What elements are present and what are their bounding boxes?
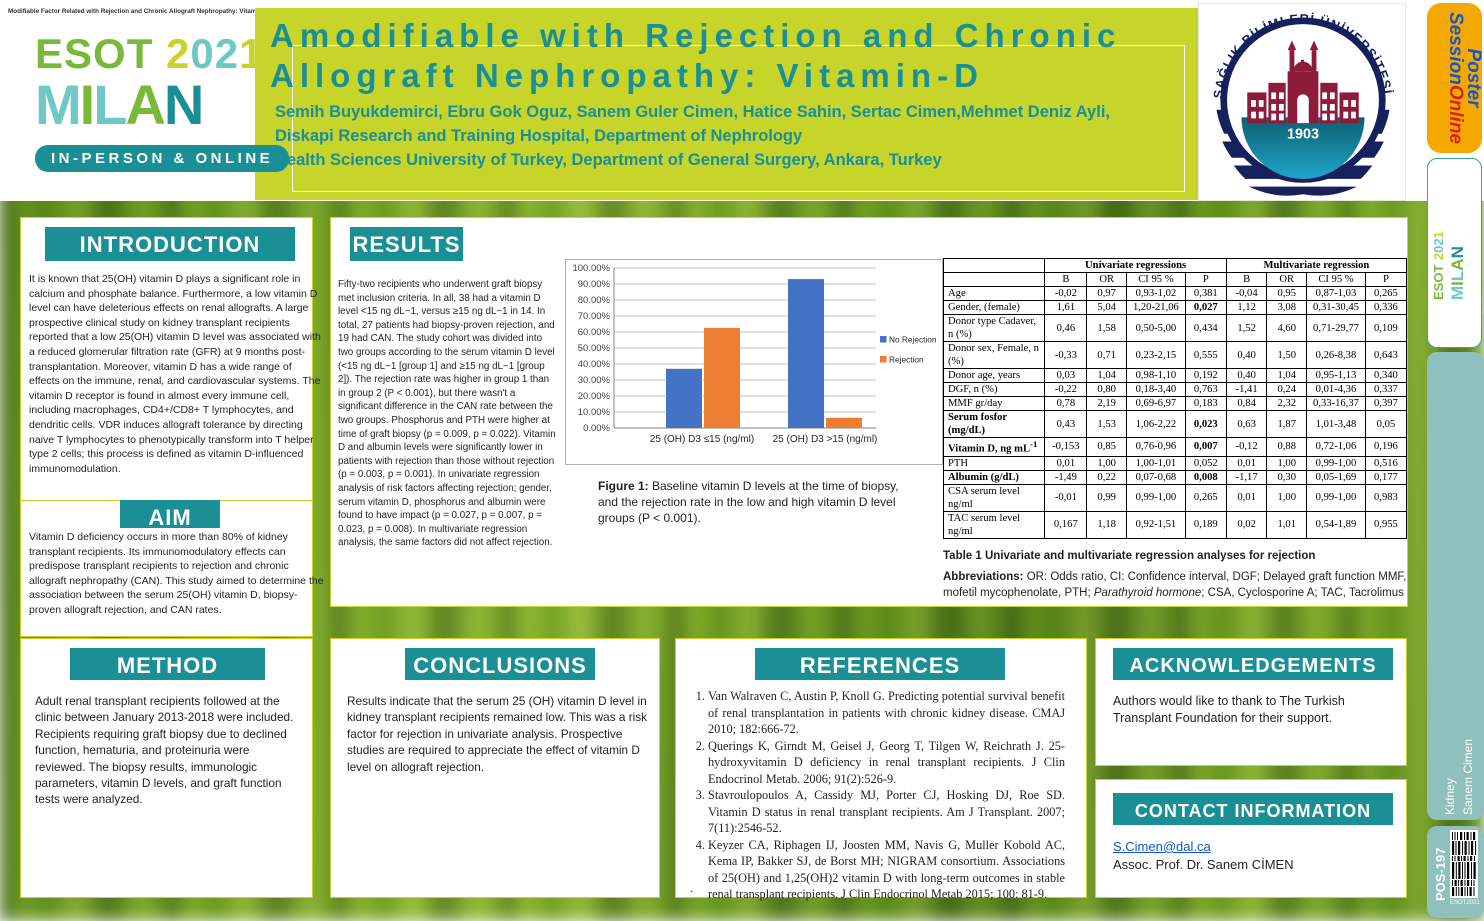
svg-text:25 (OH) D3 >15 (ng/ml): 25 (OH) D3 >15 (ng/ml) (773, 434, 878, 445)
svg-text:10.00%: 10.00% (578, 407, 611, 418)
svg-text:70.00%: 70.00% (578, 311, 611, 322)
svg-text:50.00%: 50.00% (578, 343, 611, 354)
svg-text:60.00%: 60.00% (578, 327, 611, 338)
svg-text:1903: 1903 (1287, 127, 1319, 143)
svg-text:80.00%: 80.00% (578, 295, 611, 306)
svg-text:30.00%: 30.00% (578, 375, 611, 386)
svg-text:Rejection: Rejection (889, 355, 924, 365)
svg-text:25 (OH) D3 ≤15 (ng/ml): 25 (OH) D3 ≤15 (ng/ml) (650, 434, 754, 445)
svg-text:20.00%: 20.00% (578, 391, 611, 402)
svg-text:40.00%: 40.00% (578, 359, 611, 370)
svg-text:100.00%: 100.00% (572, 263, 610, 274)
svg-text:90.00%: 90.00% (578, 279, 611, 290)
svg-text:0.00%: 0.00% (583, 423, 610, 434)
svg-text:No Rejection: No Rejection (889, 335, 937, 345)
